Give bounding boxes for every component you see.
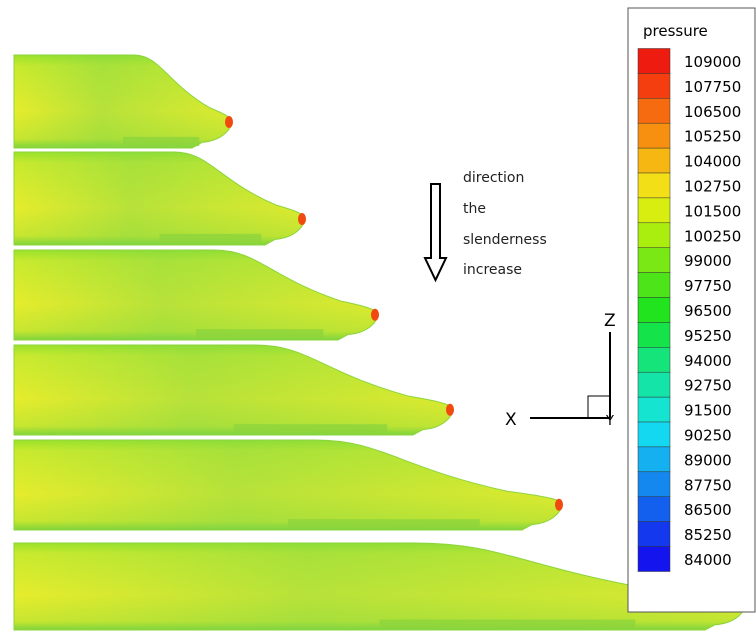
legend-label: 95250	[684, 327, 732, 345]
bogie	[160, 234, 262, 243]
legend-swatch	[638, 223, 670, 248]
legend-label: 107750	[684, 78, 741, 96]
legend-label: 86500	[684, 501, 732, 519]
legend-label: 104000	[684, 153, 741, 171]
legend-label: 94000	[684, 352, 732, 370]
legend-swatch	[638, 472, 670, 497]
legend-label: 84000	[684, 551, 732, 569]
legend-swatch	[638, 273, 670, 298]
bogie	[234, 424, 388, 433]
bogie	[380, 620, 636, 629]
legend-label: 99000	[684, 252, 732, 270]
legend-swatch	[638, 298, 670, 323]
legend-swatch	[638, 123, 670, 148]
legend-label: 89000	[684, 451, 732, 469]
legend-label: 101500	[684, 202, 741, 220]
axis-label: X	[505, 410, 517, 430]
legend-label: 91500	[684, 402, 732, 420]
nose-tip	[555, 499, 563, 511]
legend-swatch	[638, 49, 670, 74]
legend-label: 100250	[684, 227, 741, 245]
legend-swatch	[638, 173, 670, 198]
legend-swatch	[638, 148, 670, 173]
legend-label: 92750	[684, 377, 732, 395]
legend-label: 106500	[684, 103, 741, 121]
legend-title: pressure	[643, 22, 708, 40]
legend-swatch	[638, 98, 670, 123]
bogie	[196, 329, 323, 338]
legend-swatch	[638, 248, 670, 273]
axis-label: Y	[605, 414, 614, 429]
nose-tip	[225, 116, 233, 128]
annotation-text: slenderness	[463, 232, 547, 248]
nose-tip	[446, 404, 454, 416]
legend-swatch	[638, 447, 670, 472]
nose-tip	[298, 213, 306, 225]
train-shade	[14, 345, 453, 435]
legend-label: 97750	[684, 277, 732, 295]
legend-label: 105250	[684, 128, 741, 146]
annotation-text: direction	[463, 170, 524, 186]
axis-label: Z	[604, 311, 616, 331]
legend: 109000 107750 106500 105250 104000 102750 1015…	[638, 49, 741, 572]
legend-swatch	[638, 347, 670, 372]
legend-label: 87750	[684, 476, 732, 494]
train-shade	[14, 250, 378, 340]
train-shade	[14, 152, 305, 245]
legend-swatch	[638, 322, 670, 347]
legend-swatch	[638, 73, 670, 98]
legend-swatch	[638, 397, 670, 422]
nose-tip	[371, 309, 379, 321]
legend-swatch	[638, 372, 670, 397]
legend-label: 102750	[684, 178, 741, 196]
figure: direction the slenderness increase Z X Y…	[0, 0, 756, 633]
legend-swatch	[638, 198, 670, 223]
direction-arrow	[425, 184, 446, 280]
legend-swatch	[638, 547, 670, 572]
legend-label: 109000	[684, 53, 741, 71]
legend-swatch	[638, 497, 670, 522]
train-shade	[14, 440, 562, 530]
legend-label: 90250	[684, 427, 732, 445]
annotation-text: increase	[463, 262, 522, 278]
legend-swatch	[638, 422, 670, 447]
legend-swatch	[638, 522, 670, 547]
bogie	[288, 519, 480, 528]
train-shade	[14, 55, 232, 148]
annotation-text: the	[463, 201, 486, 217]
legend-label: 85250	[684, 526, 732, 544]
bogie	[123, 137, 199, 146]
legend-label: 96500	[684, 302, 732, 320]
